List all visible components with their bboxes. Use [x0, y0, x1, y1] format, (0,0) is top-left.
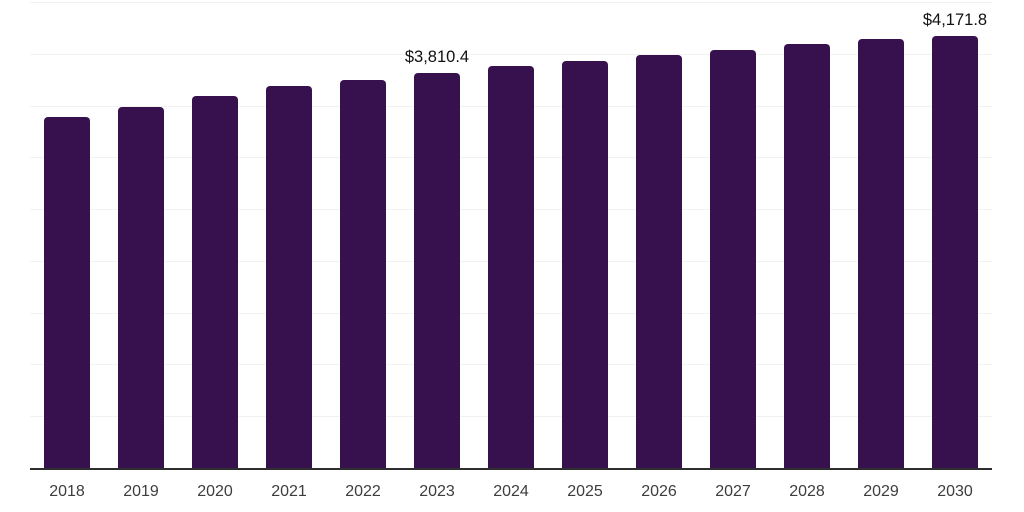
x-tick-label: 2021 [271, 483, 307, 500]
x-tick-label: 2026 [641, 483, 677, 500]
bar [44, 116, 90, 468]
bar [932, 36, 978, 468]
x-tick-label: 2029 [863, 483, 899, 500]
bar [784, 43, 830, 468]
x-tick-label: 2030 [937, 483, 973, 500]
bar [710, 49, 756, 468]
bar-slot [548, 2, 622, 468]
gridline [30, 2, 992, 3]
x-tick-label: 2025 [567, 483, 603, 500]
bar-slot [844, 2, 918, 468]
bar-slot [622, 2, 696, 468]
bar-slot: $4,171.8 [918, 2, 992, 468]
bar [636, 54, 682, 468]
bar [340, 80, 386, 468]
bar [488, 66, 534, 468]
bar-slot: $3,810.4 [400, 2, 474, 468]
gridline [30, 53, 992, 55]
bar-slot [474, 2, 548, 468]
data-label: $3,810.4 [404, 48, 470, 67]
x-tick-label: 2022 [345, 483, 381, 500]
bar [192, 95, 238, 468]
x-tick-label: 2020 [197, 483, 233, 500]
x-tick-label: 2024 [493, 483, 529, 500]
bar-slot [30, 2, 104, 468]
data-label: $4,171.8 [922, 11, 988, 29]
x-tick-label: 2028 [789, 483, 825, 500]
bars-row: $3,810.4 $4,171.8 [30, 2, 992, 468]
x-tick-label: 2019 [123, 483, 159, 500]
x-tick-label: 2027 [715, 483, 751, 500]
bar-slot [104, 2, 178, 468]
bar [414, 73, 460, 468]
x-axis-ticks: 2018 2019 2020 2021 2022 2023 2024 2025 2026 2027… [30, 483, 992, 501]
bar-slot [178, 2, 252, 468]
bar [858, 39, 904, 468]
bar [266, 85, 312, 468]
x-tick-label: 2023 [419, 483, 455, 500]
bar [118, 106, 164, 468]
plot-area: $3,810.4 $4,171.8 [30, 2, 992, 470]
bar-slot [326, 2, 400, 468]
bar-slot [770, 2, 844, 468]
x-tick-label: 2018 [49, 483, 85, 500]
bar [562, 61, 608, 468]
bar-slot [696, 2, 770, 468]
bar-slot [252, 2, 326, 468]
x-axis-line [30, 468, 992, 470]
